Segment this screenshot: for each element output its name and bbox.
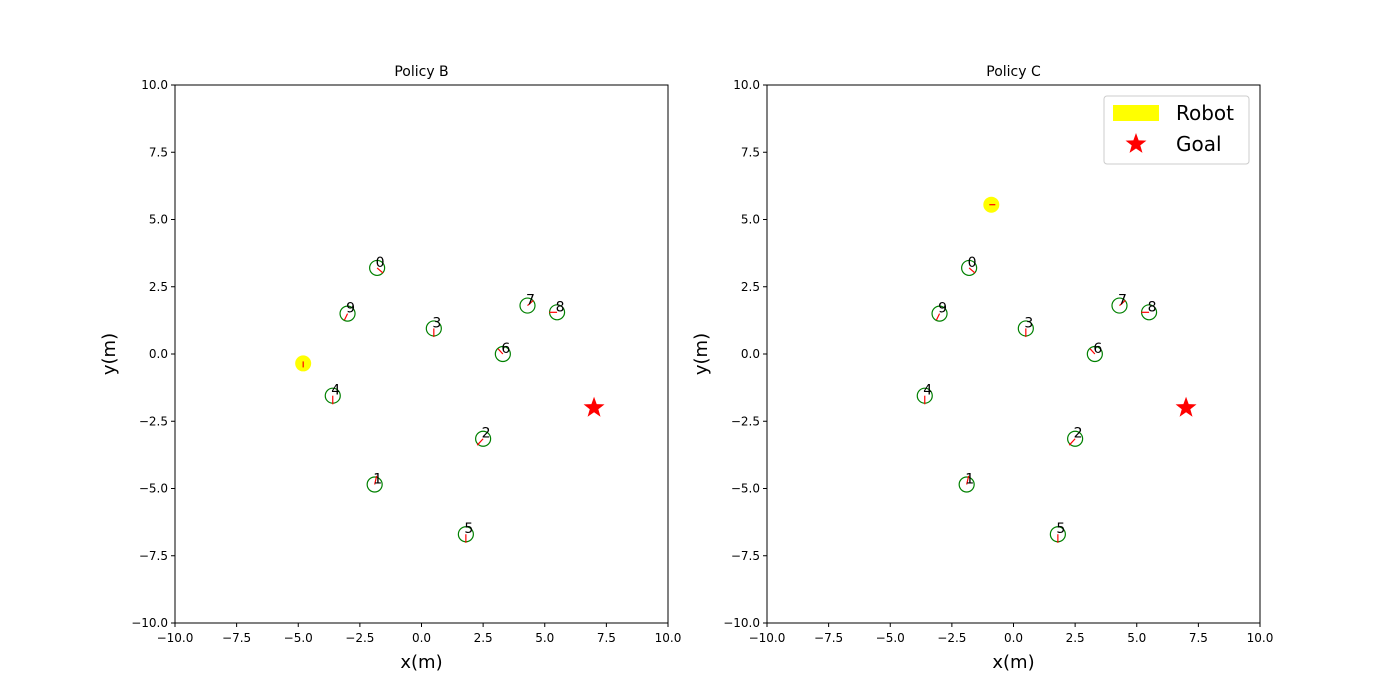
x-tick-label: 5.0 (1127, 631, 1146, 645)
human-7 (1111, 297, 1128, 314)
plot-frame (766, 84, 1261, 624)
human-1 (366, 476, 383, 493)
x-tick-label: −7.5 (814, 631, 843, 645)
human-velocity-arrow (1068, 438, 1076, 446)
human-1 (958, 476, 975, 493)
y-tick-label: 7.5 (149, 145, 168, 159)
human-label: 8 (1148, 299, 1157, 315)
human-0 (369, 259, 386, 277)
human-0 (961, 259, 978, 277)
x-tick-label: 0.0 (412, 631, 431, 645)
x-tick-label: −2.5 (937, 631, 966, 645)
y-tick-label: −2.5 (731, 414, 760, 428)
human-6 (1086, 345, 1103, 363)
y-tick-label: −5.0 (139, 482, 168, 496)
human-label: 5 (464, 521, 473, 537)
human-7 (519, 297, 536, 314)
human-label: 1 (373, 471, 382, 487)
human-velocity-arrow (343, 313, 349, 321)
human-velocity-arrow (476, 438, 484, 446)
y-tick-label: 5.0 (149, 213, 168, 227)
y-tick-label: −10.0 (131, 616, 168, 630)
y-axis-label: y(m) (691, 333, 712, 375)
human-label: 5 (1056, 521, 1065, 537)
x-tick-label: −10.0 (749, 631, 786, 645)
x-tick-label: 7.5 (597, 631, 616, 645)
human-9 (339, 305, 356, 322)
x-tick-label: −10.0 (157, 631, 194, 645)
x-tick-label: 10.0 (655, 631, 682, 645)
y-axis-label: y(m) (99, 333, 120, 375)
human-2 (1067, 430, 1084, 447)
human-label: 2 (482, 426, 491, 442)
human-label: 6 (1093, 341, 1102, 357)
x-tick-label: −2.5 (345, 631, 374, 645)
chart-title: Policy B (394, 64, 448, 80)
human-velocity-arrow (1119, 299, 1126, 307)
human-velocity-arrow (966, 475, 970, 485)
human-label: 8 (556, 299, 565, 315)
y-tick-label: 0.0 (741, 347, 760, 361)
human-label: 7 (526, 293, 535, 309)
human-velocity-arrow (376, 267, 384, 274)
y-tick-label: −2.5 (139, 414, 168, 428)
y-tick-label: 10.0 (141, 78, 168, 92)
plot-frame (174, 84, 669, 624)
x-tick-label: −5.0 (876, 631, 905, 645)
x-tick-label: −5.0 (284, 631, 313, 645)
x-axis-label: x(m) (400, 652, 442, 673)
human-velocity-arrow (1089, 348, 1096, 355)
human-velocity-arrow (374, 475, 378, 485)
y-tick-label: 7.5 (741, 145, 760, 159)
x-axis-label: x(m) (992, 652, 1034, 673)
x-tick-label: 10.0 (1247, 631, 1274, 645)
human-label: 4 (331, 383, 340, 399)
human-label: 9 (938, 301, 947, 317)
legend-goal-swatch (1125, 133, 1147, 153)
y-tick-label: −7.5 (731, 549, 760, 563)
human-label: 6 (501, 341, 510, 357)
chart-panel-1: Policy C−10.0 −7.5 −5.0 −2.5 0.0 2.5 5.0 7.5 10.… (691, 64, 1273, 673)
human-label: 9 (346, 301, 355, 317)
y-tick-label: 10.0 (733, 78, 760, 92)
x-tick-label: 2.5 (1066, 631, 1085, 645)
human-velocity-arrow (968, 267, 976, 274)
human-label: 3 (432, 315, 441, 331)
human-label: 1 (965, 471, 974, 487)
x-tick-label: 7.5 (1189, 631, 1208, 645)
legend-label: Robot (1176, 101, 1234, 125)
y-tick-label: −7.5 (139, 549, 168, 563)
goal-marker (1175, 396, 1197, 417)
y-tick-label: −10.0 (723, 616, 760, 630)
y-tick-label: 0.0 (149, 347, 168, 361)
y-tick-label: −5.0 (731, 482, 760, 496)
x-tick-label: 2.5 (474, 631, 493, 645)
human-6 (494, 345, 511, 363)
x-tick-label: −7.5 (222, 631, 251, 645)
human-velocity-arrow (527, 299, 534, 307)
human-label: 0 (376, 255, 385, 271)
human-2 (475, 430, 492, 447)
goal-marker (583, 396, 605, 417)
human-label: 7 (1118, 293, 1127, 309)
human-9 (931, 305, 948, 322)
human-label: 0 (968, 255, 977, 271)
human-label: 2 (1074, 426, 1083, 442)
human-label: 3 (1024, 315, 1033, 331)
legend: Robot Goal (1103, 95, 1250, 165)
x-tick-label: 0.0 (1004, 631, 1023, 645)
y-tick-label: 2.5 (741, 280, 760, 294)
chart-title: Policy C (986, 64, 1041, 80)
chart-panel-0: Policy B−10.0 −7.5 −5.0 −2.5 0.0 2.5 5.0 7.5 10.… (99, 64, 681, 673)
y-tick-label: 2.5 (149, 280, 168, 294)
human-label: 4 (923, 383, 932, 399)
y-tick-label: 5.0 (741, 213, 760, 227)
legend-robot-swatch (1113, 105, 1159, 121)
legend-label: Goal (1176, 132, 1222, 156)
x-tick-label: 5.0 (535, 631, 554, 645)
human-velocity-arrow (497, 348, 504, 355)
human-velocity-arrow (935, 313, 941, 321)
